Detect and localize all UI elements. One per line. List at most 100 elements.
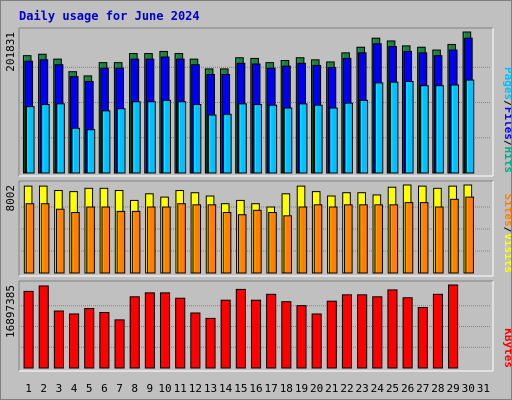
bar-sites-day-17: [268, 212, 277, 274]
bar-sites-day-11: [177, 203, 186, 274]
bar-pages-day-23: [359, 99, 369, 174]
bar-kbytes-day-9: [144, 292, 155, 369]
bar-sites-day-28: [435, 206, 444, 274]
legend-entry: /: [502, 100, 511, 107]
x-tick-label-2: 2: [40, 382, 47, 395]
bar-pages-day-17: [268, 104, 278, 174]
bar-pages-day-15: [238, 103, 247, 174]
bar-pages-day-27: [420, 85, 429, 174]
bar-kbytes-day-6: [99, 311, 110, 369]
bar-pages-day-5: [86, 129, 96, 174]
bar-pages-day-1: [25, 106, 35, 174]
x-tick-label-5: 5: [86, 382, 93, 395]
bar-sites-day-15: [237, 214, 247, 274]
bar-kbytes-day-8: [129, 296, 140, 369]
bar-pages-day-14: [223, 113, 232, 174]
bar-pages-day-21: [329, 107, 338, 174]
bar-kbytes-day-3: [53, 310, 64, 369]
bar-kbytes-day-25: [387, 289, 398, 369]
bar-sites-day-4: [71, 212, 80, 274]
y-max-label-hits-files-pages: 201831: [4, 32, 17, 72]
bar-kbytes-day-17: [266, 293, 277, 369]
bar-kbytes-day-18: [281, 301, 292, 369]
bar-sites-day-14: [222, 212, 232, 274]
bar-sites-day-23: [359, 204, 368, 274]
bar-pages-day-10: [162, 99, 171, 174]
bar-sites-day-3: [55, 208, 65, 274]
bar-sites-day-27: [419, 202, 429, 274]
bar-kbytes-day-11: [175, 297, 186, 369]
bar-sites-day-13: [207, 204, 217, 274]
bar-kbytes-day-12: [190, 312, 201, 369]
bar-pages-day-25: [389, 81, 399, 174]
bar-sites-day-6: [101, 206, 111, 274]
bar-kbytes-day-22: [341, 294, 353, 369]
bar-pages-day-4: [71, 127, 81, 174]
bar-sites-day-8: [131, 210, 141, 274]
bar-sites-day-10: [162, 206, 171, 274]
legend-entry: /: [502, 140, 511, 147]
x-tick-label-25: 25: [386, 382, 399, 395]
x-tick-label-15: 15: [234, 382, 247, 395]
bar-sites-day-25: [389, 204, 399, 274]
bar-sites-day-1: [25, 203, 35, 274]
bar-sites-day-9: [146, 206, 156, 274]
legend-kbytes: KBytes: [502, 328, 511, 368]
legend-entry: /: [502, 227, 511, 234]
bar-pages-day-9: [147, 101, 156, 174]
x-tick-label-22: 22: [340, 382, 353, 395]
bar-kbytes-day-28: [432, 293, 443, 369]
bar-kbytes-day-13: [205, 317, 216, 369]
x-tick-label-8: 8: [131, 382, 138, 395]
bar-pages-day-12: [192, 104, 202, 174]
bar-pages-day-18: [283, 107, 293, 174]
bar-sites-day-2: [40, 203, 50, 274]
bar-kbytes-day-10: [159, 292, 171, 369]
bar-kbytes-day-21: [326, 300, 337, 369]
bar-sites-day-30: [465, 196, 474, 274]
x-tick-label-11: 11: [174, 382, 187, 395]
legend-entry: Sites: [502, 194, 511, 227]
legend-entry: Pages: [502, 67, 511, 100]
legend-entry: KBytes: [502, 328, 511, 368]
bar-pages-day-30: [465, 79, 475, 174]
x-tick-label-21: 21: [325, 382, 338, 395]
x-tick-label-31: 31: [477, 382, 490, 395]
x-tick-labels: 1 2 3 4 5 6 7 8 9 10 11 12 13 14 15 16 17 18 19 20 21 22 23 24 2…: [25, 382, 490, 395]
chart-title: Daily usage for June 2024: [19, 9, 200, 23]
bar-sites-day-19: [298, 206, 308, 274]
bar-pages-day-2: [41, 104, 50, 174]
x-tick-label-18: 18: [280, 382, 293, 395]
x-tick-label-10: 10: [158, 382, 171, 395]
bar-pages-day-29: [450, 84, 460, 174]
bar-pages-day-3: [56, 103, 65, 174]
x-tick-label-7: 7: [116, 382, 123, 395]
x-tick-label-3: 3: [56, 382, 63, 395]
bar-pages-day-8: [132, 101, 141, 174]
x-tick-label-30: 30: [462, 382, 475, 395]
bar-kbytes-day-4: [69, 313, 80, 369]
bar-pages-day-13: [207, 114, 217, 174]
legend-entry: Visits: [502, 233, 511, 273]
bar-pages-day-16: [253, 104, 262, 174]
x-tick-label-9: 9: [147, 382, 154, 395]
x-tick-label-16: 16: [249, 382, 262, 395]
bar-kbytes-day-29: [448, 284, 459, 369]
x-tick-label-4: 4: [71, 382, 78, 395]
bar-sites-day-26: [404, 202, 414, 274]
bar-pages-day-11: [177, 101, 187, 174]
bar-kbytes-day-26: [402, 297, 413, 369]
bar-pages-day-22: [344, 102, 353, 174]
bar-pages-day-7: [116, 108, 126, 174]
bar-sites-day-29: [450, 198, 459, 274]
y-max-label-kbytes: 16897385: [4, 285, 17, 338]
y-max-label-visits-sites: 8002: [4, 185, 17, 212]
bar-pages-day-6: [101, 110, 111, 174]
bar-sites-day-18: [283, 215, 292, 274]
bar-kbytes-day-27: [417, 307, 428, 369]
x-tick-label-28: 28: [431, 382, 444, 395]
bar-sites-day-12: [192, 204, 202, 274]
x-tick-label-13: 13: [204, 382, 217, 395]
bar-kbytes-day-5: [84, 308, 95, 369]
